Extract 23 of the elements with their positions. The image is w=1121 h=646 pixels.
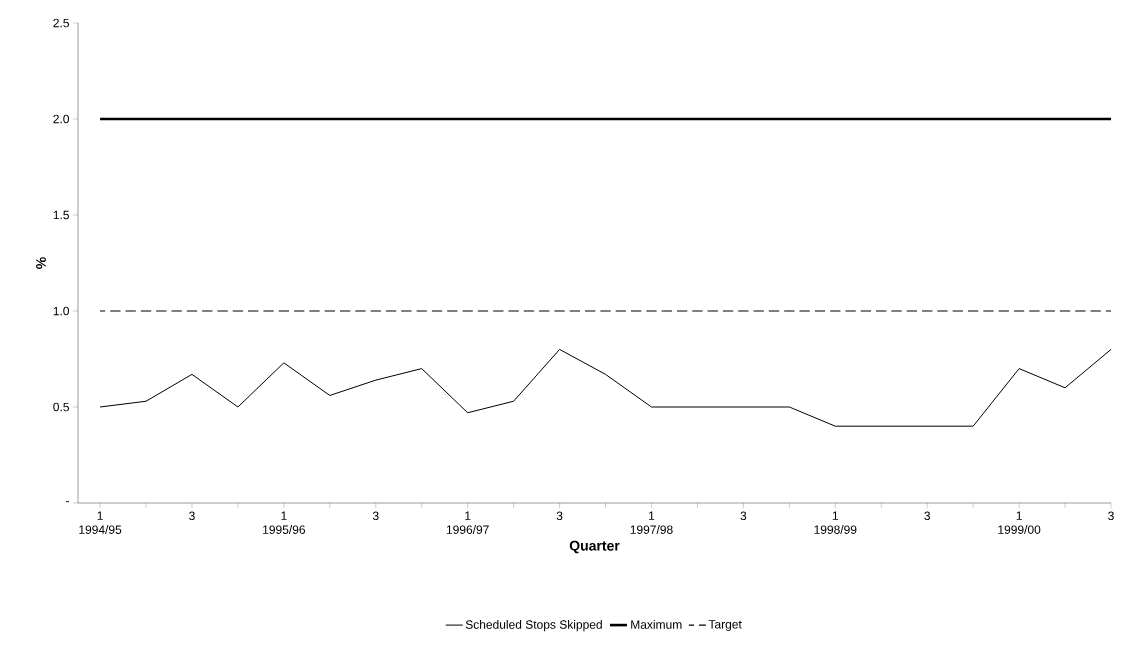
x-tick-label: 1 1996/97 [446,511,489,534]
x-axis-title: Quarter [569,540,620,554]
x-tick-label: 3 [372,511,379,521]
y-axis-title: % [36,257,46,269]
y-tick-label: 2.5 [53,18,69,28]
x-tick-label: 3 [740,511,747,521]
x-tick-label: 1 1994/95 [79,511,122,534]
x-tick-label: 3 [1108,511,1114,521]
y-tick-label: - [66,501,69,503]
x-tick-label: 1 1995/96 [263,511,306,534]
legend-label: Maximum [631,619,682,629]
x-tick-label: 1 1999/00 [998,511,1041,534]
x-tick-label: 1 1997/98 [630,511,673,534]
x-tick-label: 3 [556,511,563,521]
x-tick-label: 1 1998/99 [814,511,857,534]
legend-label: Scheduled Stops Skipped [465,619,602,632]
y-tick-label: 0.5 [53,402,69,412]
x-tick-label: 3 [189,511,195,521]
y-tick-label: 1.0 [53,306,70,316]
y-tick-label: 1.5 [53,210,69,220]
legend-label: Target [708,620,742,631]
x-tick-label: 3 [924,511,931,521]
y-tick-label: 2.0 [53,114,70,124]
